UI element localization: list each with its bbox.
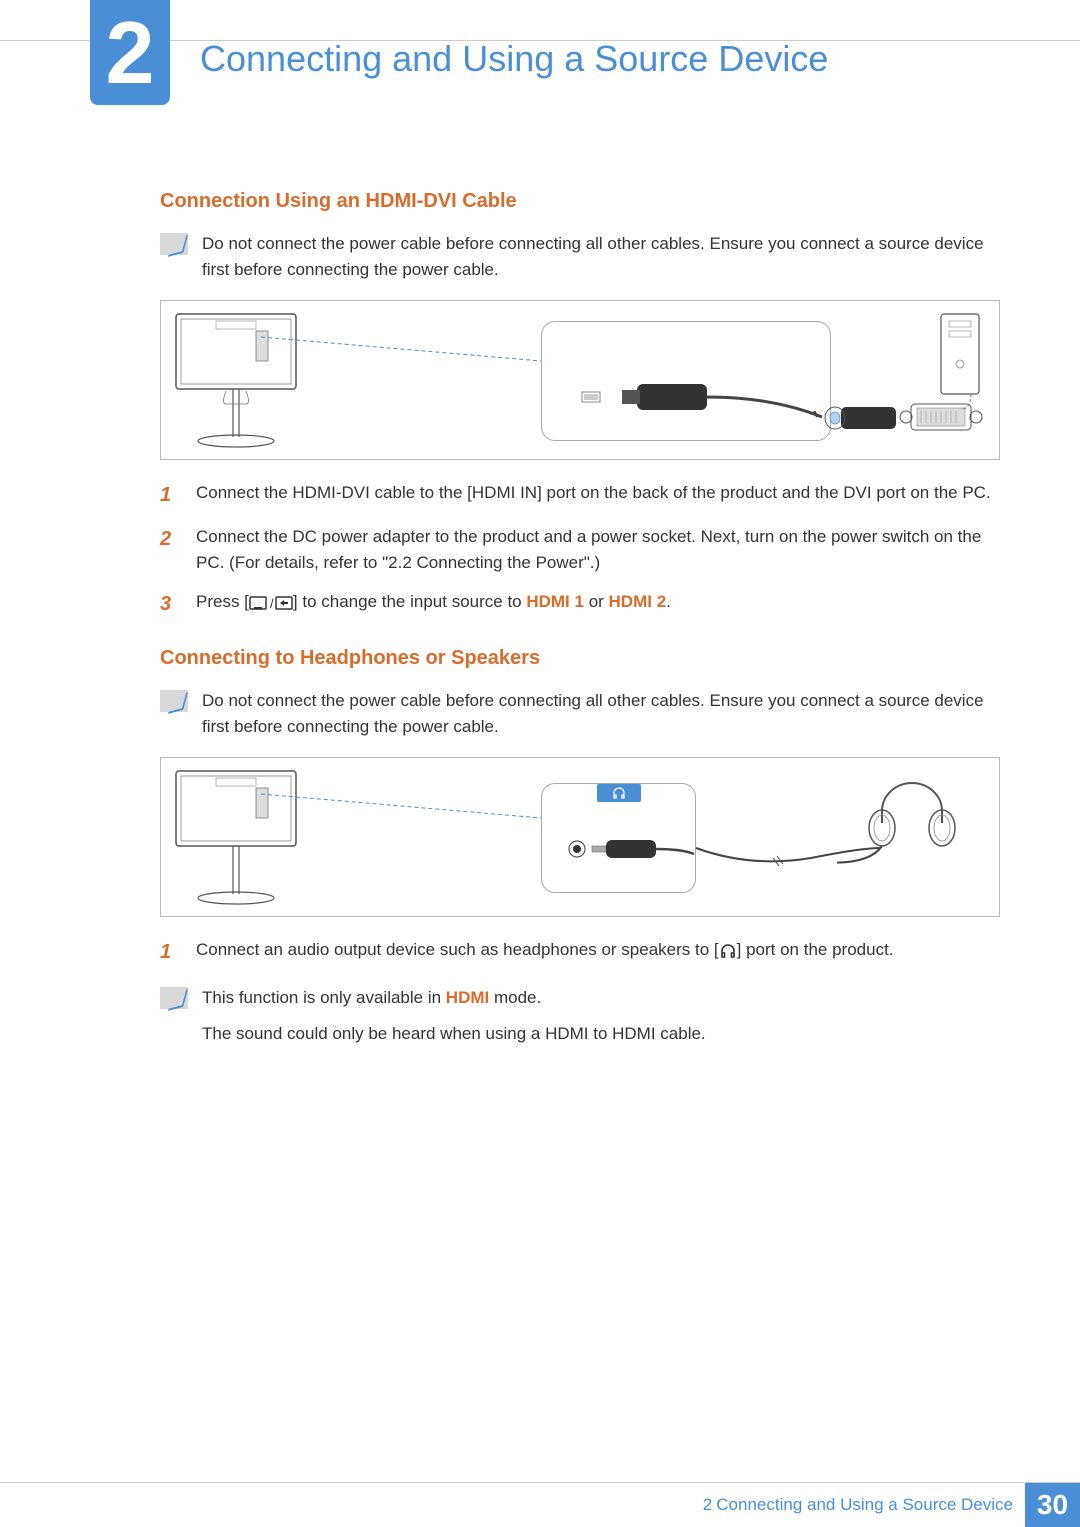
step-number: 3 [160,589,178,619]
pc-dvi-illustration [821,309,991,454]
chapter-title: Connecting and Using a Source Device [200,38,828,80]
callout-line [161,301,861,461]
footer-page-number: 30 [1025,1483,1080,1527]
step-text: Connect an audio output device such as h… [196,937,894,967]
chapter-badge: 2 [90,0,170,105]
section1-heading: Connection Using an HDMI-DVI Cable [160,190,1000,213]
step3-end: . [666,592,671,611]
chapter-number: 2 [106,9,155,97]
section2-steps: 1 Connect an audio output device such as… [160,937,1000,967]
section2-note: Do not connect the power cable before co… [160,688,1000,739]
step-1: 1 Connect an audio output device such as… [160,937,1000,967]
hdmi-dvi-diagram: HDMI IN [160,300,1000,460]
footer-chapter-number: 2 [703,1495,712,1515]
step-number: 2 [160,524,178,575]
note2-line2: The sound could only be heard when using… [202,1024,706,1043]
step-number: 1 [160,480,178,510]
headphone-diagram [160,757,1000,917]
step3-mid: ] to change the input source to [293,592,526,611]
audio-cable [161,758,861,918]
hdmi1-label: HDMI 1 [526,592,584,611]
page-footer: 2 Connecting and Using a Source Device 3… [0,1483,1080,1527]
svg-text:/: / [270,596,274,611]
step-1: 1 Connect the HDMI-DVI cable to the [HDM… [160,480,1000,510]
hdmi2-label: HDMI 2 [609,592,667,611]
section2-note-text: Do not connect the power cable before co… [202,688,1000,739]
step-3: 3 Press [ / ] to change the input source t… [160,589,1000,619]
step-number: 1 [160,937,178,967]
note-icon [160,233,188,255]
step3-pre: Press [ [196,592,249,611]
step-text: Connect the HDMI-DVI cable to the [HDMI … [196,480,991,510]
headphone-icon [719,943,737,959]
section2-note2-text: This function is only available in HDMI … [202,985,706,1046]
step-2: 2 Connect the DC power adapter to the pr… [160,524,1000,575]
note-icon [160,987,188,1009]
note2-hdmi: HDMI [446,988,489,1007]
page-content: Connection Using an HDMI-DVI Cable Do no… [160,190,1000,1064]
section1-steps: 1 Connect the HDMI-DVI cable to the [HDM… [160,480,1000,619]
step-text: Connect the DC power adapter to the prod… [196,524,1000,575]
step-text: Press [/] to change the input source to … [196,589,671,619]
section2-heading: Connecting to Headphones or Speakers [160,647,1000,670]
note2-pre: This function is only available in [202,988,446,1007]
step3-or: or [584,592,609,611]
section1-note-text: Do not connect the power cable before co… [202,231,1000,282]
note-icon [160,690,188,712]
footer-chapter-title: Connecting and Using a Source Device [716,1495,1013,1515]
s2-step1-post: ] port on the product. [737,940,894,959]
note2-post: mode. [489,988,541,1007]
s2-step1-pre: Connect an audio output device such as h… [196,940,719,959]
section2-note2: This function is only available in HDMI … [160,985,1000,1046]
footer-text: 2 Connecting and Using a Source Device [703,1483,1025,1527]
source-button-icon: / [249,595,293,611]
section1-note: Do not connect the power cable before co… [160,231,1000,282]
